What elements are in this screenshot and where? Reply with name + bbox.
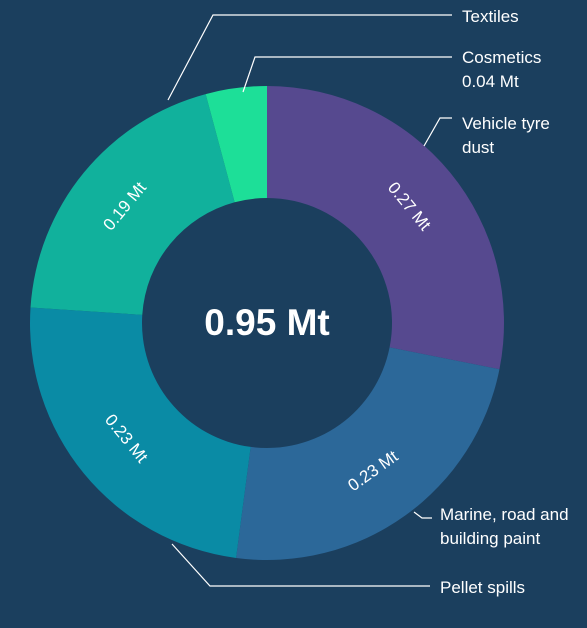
category-label: Pellet spills <box>440 578 526 597</box>
leader-line <box>242 56 452 93</box>
slice <box>205 86 267 203</box>
leader-line <box>167 14 452 101</box>
leader-line <box>171 543 430 587</box>
slice <box>236 347 500 560</box>
slice <box>267 86 504 370</box>
leader-line <box>413 511 432 519</box>
leader-line <box>423 117 452 147</box>
slice <box>30 94 235 315</box>
category-label: Marine, road and building paint <box>440 505 569 548</box>
category-label: Cosmetics <box>462 48 542 67</box>
slice <box>30 307 251 558</box>
category-label: Textiles <box>462 7 519 26</box>
center-label: 0.95 Mt <box>204 302 329 343</box>
value-label: 0.04 Mt <box>462 72 519 91</box>
category-label: Vehicle tyre dust <box>462 114 550 157</box>
slices: 0.27 Mt0.23 Mt0.23 Mt0.19 Mt <box>30 86 504 560</box>
